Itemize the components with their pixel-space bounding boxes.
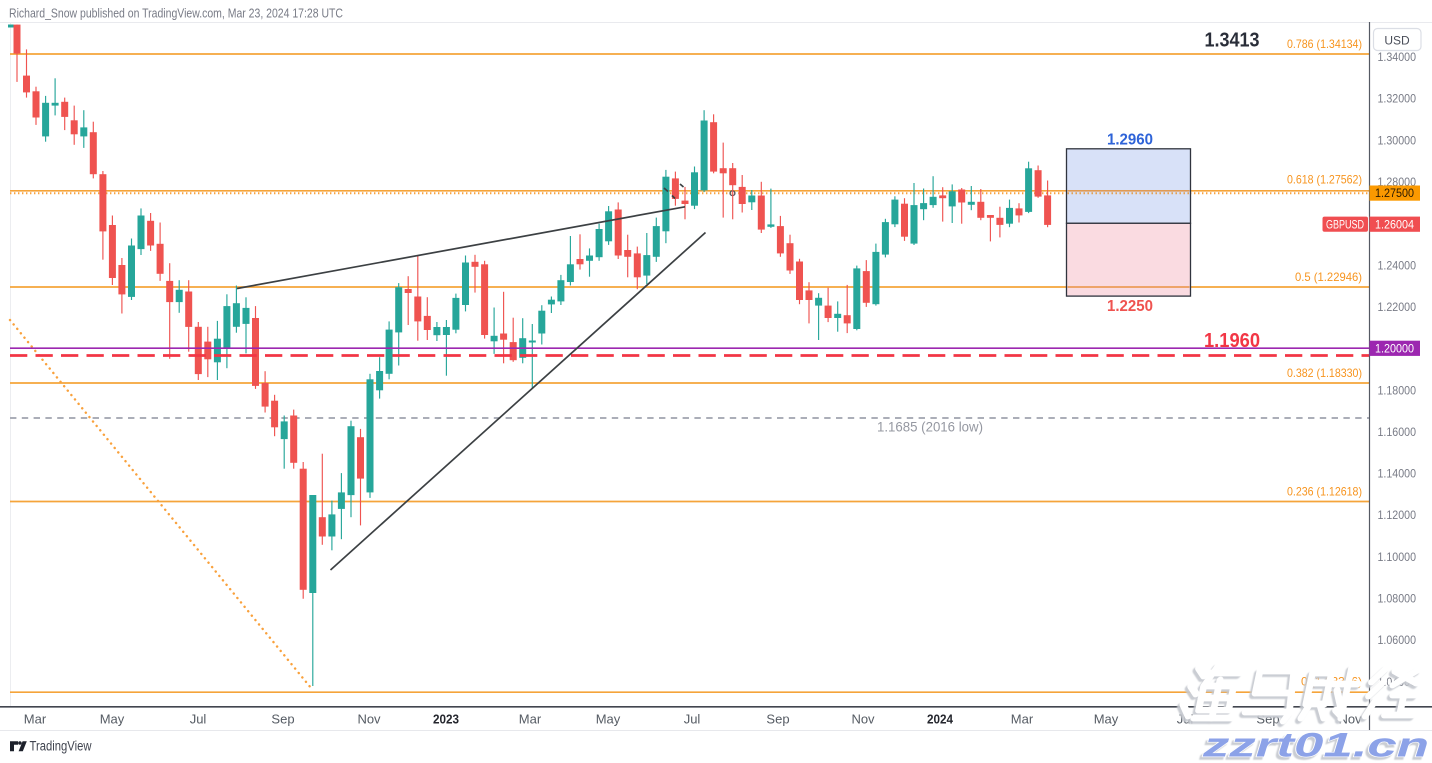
svg-text:0.5 (1.22946): 0.5 (1.22946)	[1295, 270, 1362, 284]
svg-text:Mar: Mar	[1011, 712, 1034, 727]
svg-text:Mar: Mar	[24, 712, 47, 727]
svg-text:1.20000: 1.20000	[1375, 341, 1414, 355]
svg-text:Jul: Jul	[190, 712, 207, 727]
svg-text:0.236 (1.12618): 0.236 (1.12618)	[1287, 485, 1362, 499]
svg-text:Mar: Mar	[519, 712, 542, 727]
svg-text:TradingView: TradingView	[30, 739, 92, 754]
svg-text:1.3413: 1.3413	[1205, 30, 1260, 52]
svg-text:1.30000: 1.30000	[1378, 133, 1417, 147]
svg-text:Richard_Snow published on Trad: Richard_Snow published on TradingView.co…	[9, 6, 343, 21]
svg-text:1.22000: 1.22000	[1378, 300, 1417, 314]
svg-text:1.14000: 1.14000	[1378, 467, 1417, 481]
svg-text:Sep: Sep	[766, 712, 789, 727]
svg-text:0.618 (1.27562): 0.618 (1.27562)	[1287, 173, 1362, 187]
svg-text:0.786 (1.34134): 0.786 (1.34134)	[1287, 37, 1362, 51]
svg-text:1.1685 (2016 low): 1.1685 (2016 low)	[877, 420, 983, 435]
svg-text:1.12000: 1.12000	[1378, 508, 1417, 522]
svg-text:1.32000: 1.32000	[1378, 92, 1417, 106]
svg-text:1.24000: 1.24000	[1378, 258, 1417, 272]
svg-text:May: May	[596, 712, 621, 727]
svg-text:Nov: Nov	[357, 712, 381, 727]
svg-text:1.27500: 1.27500	[1375, 186, 1414, 200]
svg-text:0.382 (1.18330): 0.382 (1.18330)	[1287, 366, 1362, 380]
svg-text:Jul: Jul	[684, 712, 701, 727]
svg-text:Nov: Nov	[851, 712, 875, 727]
svg-text:1.1960: 1.1960	[1204, 330, 1260, 352]
svg-text:USD: USD	[1384, 34, 1410, 48]
svg-text:1.16000: 1.16000	[1378, 425, 1417, 439]
svg-text:1.2250: 1.2250	[1107, 298, 1153, 315]
svg-text:1.2960: 1.2960	[1107, 132, 1153, 149]
svg-text:1.18000: 1.18000	[1378, 383, 1417, 397]
svg-text:zzrt01.cn: zzrt01.cn	[1201, 727, 1429, 763]
svg-text:1.26004: 1.26004	[1375, 217, 1414, 231]
svg-text:1.34000: 1.34000	[1378, 50, 1417, 64]
svg-text:May: May	[100, 712, 125, 727]
svg-text:1.06000: 1.06000	[1378, 633, 1417, 647]
svg-text:2024: 2024	[927, 712, 954, 727]
svg-text:Sep: Sep	[271, 712, 294, 727]
svg-text:1.10000: 1.10000	[1378, 550, 1417, 564]
svg-text:GBPUSD: GBPUSD	[1326, 219, 1364, 231]
svg-text:2023: 2023	[433, 712, 459, 727]
svg-text:May: May	[1094, 712, 1119, 727]
svg-text:1.08000: 1.08000	[1378, 592, 1417, 606]
